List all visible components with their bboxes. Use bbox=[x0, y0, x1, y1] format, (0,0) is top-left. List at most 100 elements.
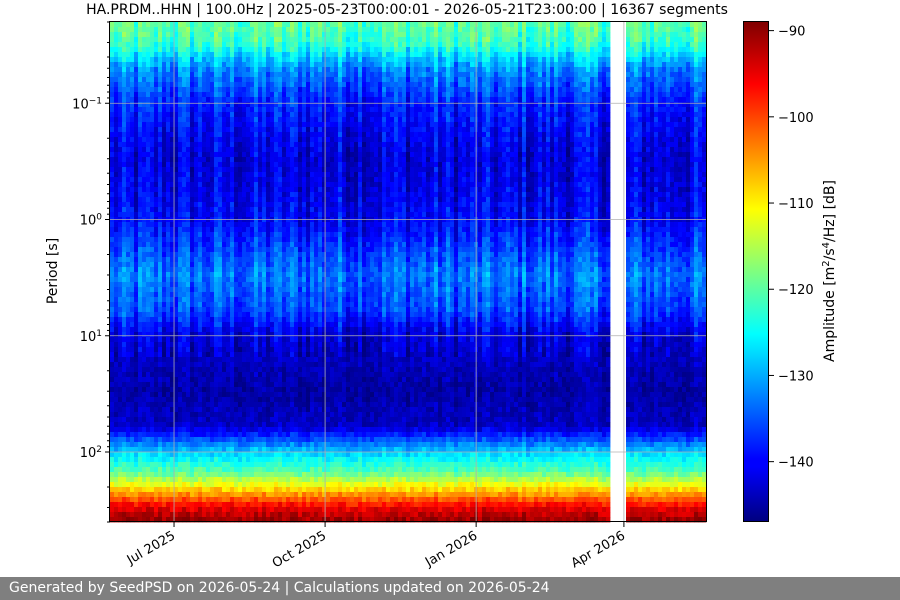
heat-cell bbox=[170, 517, 175, 523]
heat-cell bbox=[282, 252, 287, 258]
heat-cell bbox=[138, 197, 143, 203]
heat-cell bbox=[222, 352, 227, 358]
heat-cell bbox=[214, 152, 219, 158]
heat-cell bbox=[290, 497, 295, 503]
heat-cell bbox=[166, 32, 171, 38]
heat-cell bbox=[194, 152, 199, 158]
heat-cell bbox=[130, 482, 135, 488]
heat-cell bbox=[206, 447, 211, 453]
heat-cell bbox=[174, 137, 179, 143]
heat-cell bbox=[126, 237, 131, 243]
heat-cell bbox=[178, 162, 183, 168]
heat-cell bbox=[246, 427, 251, 433]
heat-cell bbox=[282, 197, 287, 203]
heat-cell bbox=[242, 407, 247, 413]
heat-cell bbox=[190, 467, 195, 473]
heat-cell bbox=[306, 197, 311, 203]
heat-cell bbox=[146, 72, 151, 78]
heat-cell bbox=[234, 467, 239, 473]
heat-cell bbox=[274, 97, 279, 103]
heat-cell bbox=[170, 237, 175, 243]
heat-cell bbox=[166, 252, 171, 258]
heat-cell bbox=[226, 192, 231, 198]
heat-cell bbox=[266, 412, 271, 418]
heat-cell bbox=[158, 492, 163, 498]
heat-cell bbox=[230, 302, 235, 308]
heat-cell bbox=[246, 102, 251, 108]
heat-cell bbox=[298, 292, 303, 298]
heat-cell bbox=[238, 167, 243, 173]
heat-cell bbox=[170, 287, 175, 293]
heat-cell bbox=[118, 492, 123, 498]
heat-cell bbox=[266, 287, 271, 293]
heat-cell bbox=[246, 352, 251, 358]
heat-cell bbox=[210, 442, 215, 448]
heat-cell bbox=[270, 402, 275, 408]
heat-cell bbox=[174, 327, 179, 333]
heat-cell bbox=[190, 507, 195, 513]
heat-cell bbox=[214, 517, 219, 523]
heat-cell bbox=[226, 187, 231, 193]
heat-cell bbox=[254, 107, 259, 113]
heat-cell bbox=[258, 67, 263, 73]
heat-cell bbox=[250, 327, 255, 333]
heat-cell bbox=[186, 232, 191, 238]
heat-cell bbox=[214, 487, 219, 493]
heat-cell bbox=[294, 342, 299, 348]
heat-cell bbox=[230, 107, 235, 113]
heat-cell bbox=[166, 207, 171, 213]
heat-cell bbox=[258, 372, 263, 378]
heat-cell bbox=[242, 412, 247, 418]
heat-cell bbox=[234, 207, 239, 213]
heat-cell bbox=[270, 367, 275, 373]
heat-cell bbox=[182, 272, 187, 278]
heat-cell bbox=[206, 382, 211, 388]
heat-cell bbox=[134, 22, 139, 28]
heat-cell bbox=[114, 117, 119, 123]
heat-cell bbox=[218, 452, 223, 458]
heat-cell bbox=[270, 242, 275, 248]
heat-cell bbox=[194, 407, 199, 413]
heat-cell bbox=[178, 452, 183, 458]
heat-cell bbox=[270, 232, 275, 238]
heat-cell bbox=[186, 282, 191, 288]
heat-cell bbox=[210, 392, 215, 398]
heat-cell bbox=[218, 267, 223, 273]
heat-cell bbox=[134, 387, 139, 393]
heat-cell bbox=[250, 252, 255, 258]
heat-cell bbox=[222, 422, 227, 428]
heat-cell bbox=[178, 272, 183, 278]
heat-cell bbox=[182, 362, 187, 368]
heat-cell bbox=[158, 367, 163, 373]
heat-cell bbox=[170, 47, 175, 53]
heat-cell bbox=[242, 42, 247, 48]
heat-cell bbox=[110, 232, 115, 238]
heat-cell bbox=[158, 277, 163, 283]
heat-cell bbox=[290, 27, 295, 33]
heat-cell bbox=[238, 112, 243, 118]
heat-cell bbox=[234, 332, 239, 338]
heat-cell bbox=[154, 22, 159, 28]
heat-cell bbox=[194, 422, 199, 428]
heat-cell bbox=[238, 202, 243, 208]
heat-cell bbox=[254, 277, 259, 283]
heat-cell bbox=[198, 227, 203, 233]
heat-cell bbox=[186, 82, 191, 88]
heat-cell bbox=[254, 512, 259, 518]
heat-cell bbox=[274, 347, 279, 353]
heat-cell bbox=[126, 407, 131, 413]
heat-cell bbox=[266, 62, 271, 68]
heat-cell bbox=[186, 137, 191, 143]
heat-cell bbox=[274, 427, 279, 433]
heat-cell bbox=[146, 337, 151, 343]
heat-cell bbox=[138, 322, 143, 328]
heat-cell bbox=[258, 52, 263, 58]
heat-cell bbox=[282, 432, 287, 438]
heat-cell bbox=[146, 362, 151, 368]
heat-cell bbox=[230, 127, 235, 133]
heat-cell bbox=[226, 282, 231, 288]
heat-cell bbox=[294, 277, 299, 283]
heat-cell bbox=[278, 457, 283, 463]
heat-cell bbox=[150, 377, 155, 383]
heat-cell bbox=[218, 387, 223, 393]
